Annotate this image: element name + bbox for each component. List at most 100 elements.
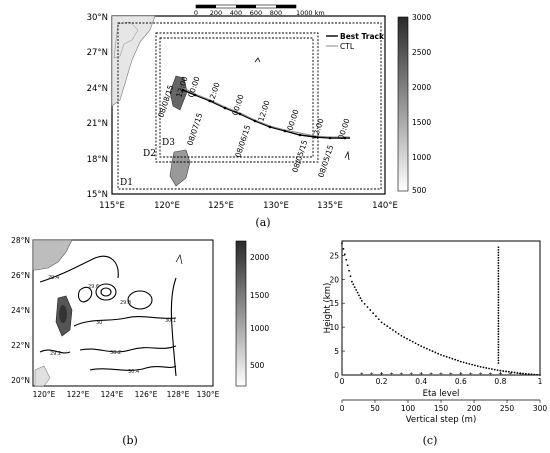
lat-label: 20°N bbox=[11, 376, 30, 385]
eta-height-point bbox=[476, 365, 479, 368]
eta-height-point bbox=[499, 369, 502, 372]
y-tick-label: 15 bbox=[329, 299, 339, 308]
vertical-step-point bbox=[497, 267, 500, 270]
panel-a-axes: 30°N 27°N 24°N 21°N 18°N 15°N 115°E 120°… bbox=[87, 13, 398, 211]
colorbar-a-label: 1500 bbox=[412, 118, 431, 127]
track-marker bbox=[343, 136, 347, 140]
vertical-step-point bbox=[497, 296, 500, 299]
surface-level-mark: + bbox=[459, 371, 463, 377]
eta-height-point bbox=[394, 331, 397, 333]
vertical-step-point bbox=[497, 356, 500, 359]
colorbar-b-label: 1000 bbox=[250, 324, 269, 333]
surface-level-mark: + bbox=[488, 371, 492, 377]
colorbar-b-label: 2000 bbox=[250, 253, 269, 262]
vertical-step-point bbox=[497, 251, 500, 254]
scale-bar-segment bbox=[236, 5, 256, 8]
track-marker bbox=[268, 125, 272, 129]
eta-height-point bbox=[428, 349, 431, 351]
surface-level-mark: + bbox=[429, 371, 433, 377]
panel-b-axes: 28°N 26°N 24°N 22°N 20°N 120°E 122°E 124… bbox=[11, 236, 220, 399]
eta-height-point bbox=[375, 315, 377, 318]
eta-height-point bbox=[372, 312, 375, 315]
eta-height-point bbox=[408, 339, 411, 342]
x-tick-label: 0.6 bbox=[455, 377, 467, 386]
eta-height-point bbox=[457, 359, 459, 362]
eta-height-point bbox=[358, 294, 360, 297]
eta-height-point bbox=[392, 329, 394, 331]
eta-height-point bbox=[471, 363, 474, 366]
secondary-x-tick-label: 250 bbox=[500, 404, 515, 413]
lat-label: 30°N bbox=[87, 13, 108, 23]
eta-height-point bbox=[459, 360, 462, 363]
x-axis-label-eta: Eta level bbox=[423, 389, 460, 399]
contour-line bbox=[77, 286, 93, 303]
eta-height-point bbox=[383, 323, 386, 326]
track-marker bbox=[253, 119, 257, 123]
taiwan-island bbox=[169, 75, 188, 111]
track-marker bbox=[193, 93, 197, 97]
lon-label: 120°E bbox=[154, 201, 180, 211]
track-marker bbox=[328, 136, 332, 140]
track-marker bbox=[298, 133, 302, 137]
secondary-x-tick-label: 50 bbox=[370, 404, 380, 413]
vertical-step-point bbox=[497, 298, 500, 301]
eta-height-point bbox=[527, 373, 530, 375]
eta-height-point bbox=[414, 342, 417, 345]
eta-height-point bbox=[420, 345, 423, 348]
colorbar-a-label: 500 bbox=[412, 186, 427, 195]
colorbar-b-label: 500 bbox=[250, 361, 265, 370]
track-marker bbox=[208, 99, 212, 103]
x-tick-label: 0.4 bbox=[415, 377, 427, 386]
scale-label: 1000 km bbox=[296, 9, 325, 17]
eta-height-point bbox=[507, 370, 510, 373]
contour-label: 29.6 bbox=[88, 284, 99, 290]
eta-height-point bbox=[356, 291, 359, 294]
eta-height-point bbox=[342, 247, 345, 250]
vertical-step-point bbox=[497, 343, 500, 346]
legend-ctl-label: CTL bbox=[340, 42, 355, 51]
eta-height-point bbox=[533, 373, 536, 376]
vertical-step-point bbox=[497, 354, 500, 357]
eta-height-point bbox=[341, 242, 343, 245]
vertical-step-point bbox=[497, 359, 500, 362]
surface-level-mark: + bbox=[399, 371, 403, 377]
vertical-step-point bbox=[497, 338, 500, 341]
panel-a: 0 200 400 600 800 1000 km Best Track CTL… bbox=[87, 4, 431, 229]
surface-level-mark: + bbox=[379, 371, 383, 377]
contour-line bbox=[170, 277, 177, 377]
eta-height-point bbox=[505, 370, 507, 373]
lon-label: 125°E bbox=[208, 201, 234, 211]
contour-line bbox=[79, 345, 177, 353]
taiwan-peak bbox=[59, 305, 67, 323]
vertical-step-point bbox=[497, 330, 500, 333]
colorbar-a-label: 1000 bbox=[412, 153, 431, 162]
surface-level-mark: + bbox=[389, 371, 393, 377]
eta-height-point bbox=[491, 368, 493, 370]
vertical-step-point bbox=[497, 291, 500, 293]
y-tick-label: 25 bbox=[329, 251, 339, 260]
vertical-step-point bbox=[497, 304, 500, 307]
vertical-step-point bbox=[497, 283, 500, 285]
best-track-line bbox=[182, 89, 350, 139]
caption-a: (a) bbox=[255, 216, 270, 229]
eta-height-point bbox=[465, 362, 468, 365]
eta-height-point bbox=[351, 280, 353, 283]
lon-label: 115°E bbox=[99, 201, 125, 211]
terrain-contour bbox=[113, 21, 139, 59]
track-marker bbox=[313, 135, 317, 139]
eta-height-point bbox=[363, 302, 366, 305]
eta-height-point bbox=[451, 357, 454, 360]
colorbar-a bbox=[397, 16, 409, 192]
contour-label: 29.8 bbox=[120, 300, 131, 306]
eta-height-point bbox=[448, 356, 451, 359]
surface-level-mark: + bbox=[360, 371, 364, 377]
eta-height-point bbox=[516, 372, 519, 374]
surface-level-mark: + bbox=[449, 371, 453, 377]
eta-height-point bbox=[406, 337, 408, 340]
surface-level-mark: + bbox=[409, 371, 413, 377]
eta-height-point bbox=[479, 365, 482, 368]
panel-c-marks: + + + + + + + + + + + + + + + + + bbox=[341, 242, 541, 377]
vertical-step-point bbox=[497, 348, 500, 351]
eta-height-point bbox=[468, 362, 471, 365]
eta-height-point bbox=[386, 325, 389, 328]
